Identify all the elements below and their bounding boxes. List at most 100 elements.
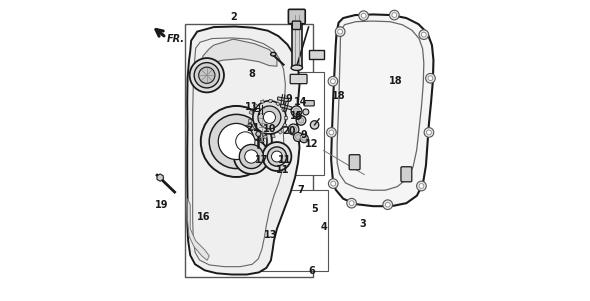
Circle shape [327,128,336,137]
Bar [281,108,286,112]
Circle shape [417,181,426,191]
Circle shape [419,30,429,39]
Bar [249,110,253,114]
Circle shape [425,73,435,83]
Circle shape [347,198,356,208]
Circle shape [299,118,304,123]
Bar [309,50,323,59]
Text: 16: 16 [196,212,210,222]
Bar [253,104,258,108]
Circle shape [235,132,255,151]
Bar [276,102,280,106]
Text: 2: 2 [230,11,237,22]
FancyBboxPatch shape [304,101,314,106]
Circle shape [310,121,319,129]
Circle shape [258,106,281,129]
Circle shape [301,136,306,141]
Ellipse shape [291,65,303,70]
Circle shape [328,76,337,86]
Text: 5: 5 [311,204,318,214]
Circle shape [240,144,263,169]
Bar [248,119,251,122]
Circle shape [263,142,291,171]
Text: 7: 7 [297,185,304,195]
Bar [264,135,267,139]
Circle shape [427,130,431,135]
Bar [251,72,323,175]
Circle shape [359,11,368,20]
Text: 14: 14 [294,97,308,107]
Circle shape [230,126,261,157]
Text: 8: 8 [248,69,255,79]
Bar [185,24,313,277]
Circle shape [189,58,224,92]
Circle shape [303,109,309,115]
Circle shape [296,135,300,139]
Circle shape [300,134,308,143]
FancyBboxPatch shape [290,74,307,84]
Text: 11: 11 [278,154,291,165]
Bar [255,108,266,111]
Circle shape [294,108,300,114]
Text: 19: 19 [155,200,169,210]
Text: 11: 11 [245,102,258,112]
Circle shape [253,101,286,134]
Circle shape [199,67,215,83]
Bar [283,123,287,127]
Circle shape [293,132,303,141]
Circle shape [428,76,433,81]
FancyBboxPatch shape [349,155,360,170]
Circle shape [256,132,261,136]
Polygon shape [187,26,300,275]
Circle shape [337,29,343,34]
Text: 10: 10 [263,124,276,135]
Polygon shape [188,199,209,260]
Text: 18: 18 [389,76,402,86]
Circle shape [329,179,338,188]
Text: 21: 21 [246,123,260,133]
Text: 4: 4 [320,222,327,232]
FancyBboxPatch shape [292,21,301,29]
Text: 17: 17 [255,154,268,165]
Circle shape [218,123,254,160]
Text: 15: 15 [290,111,303,121]
Text: 9: 9 [301,130,307,141]
Text: 9: 9 [286,94,293,104]
Bar [261,100,264,104]
Circle shape [392,13,396,17]
Circle shape [421,32,426,37]
Circle shape [361,13,366,18]
Bar [277,97,289,102]
Text: 12: 12 [305,139,319,150]
Circle shape [224,120,267,163]
Text: 18: 18 [332,91,346,101]
Circle shape [291,106,302,117]
Circle shape [271,151,283,162]
Circle shape [194,63,219,88]
FancyBboxPatch shape [401,167,412,182]
Circle shape [331,181,336,186]
Circle shape [419,184,424,188]
Text: FR.: FR. [167,33,185,44]
Circle shape [330,79,335,84]
Circle shape [267,147,287,166]
Circle shape [288,124,299,135]
Bar [268,99,272,103]
Circle shape [385,202,390,207]
Circle shape [296,116,306,125]
Circle shape [290,126,296,132]
Circle shape [383,200,392,209]
Circle shape [245,150,258,163]
Ellipse shape [271,52,276,56]
Bar [255,132,260,136]
Circle shape [329,130,334,135]
FancyBboxPatch shape [289,9,305,24]
Circle shape [209,114,263,169]
Bar [292,12,301,66]
Text: 13: 13 [264,230,278,240]
Text: 20: 20 [282,126,296,136]
Bar [284,116,287,119]
Circle shape [424,128,434,137]
Polygon shape [157,174,163,181]
Polygon shape [331,14,434,206]
